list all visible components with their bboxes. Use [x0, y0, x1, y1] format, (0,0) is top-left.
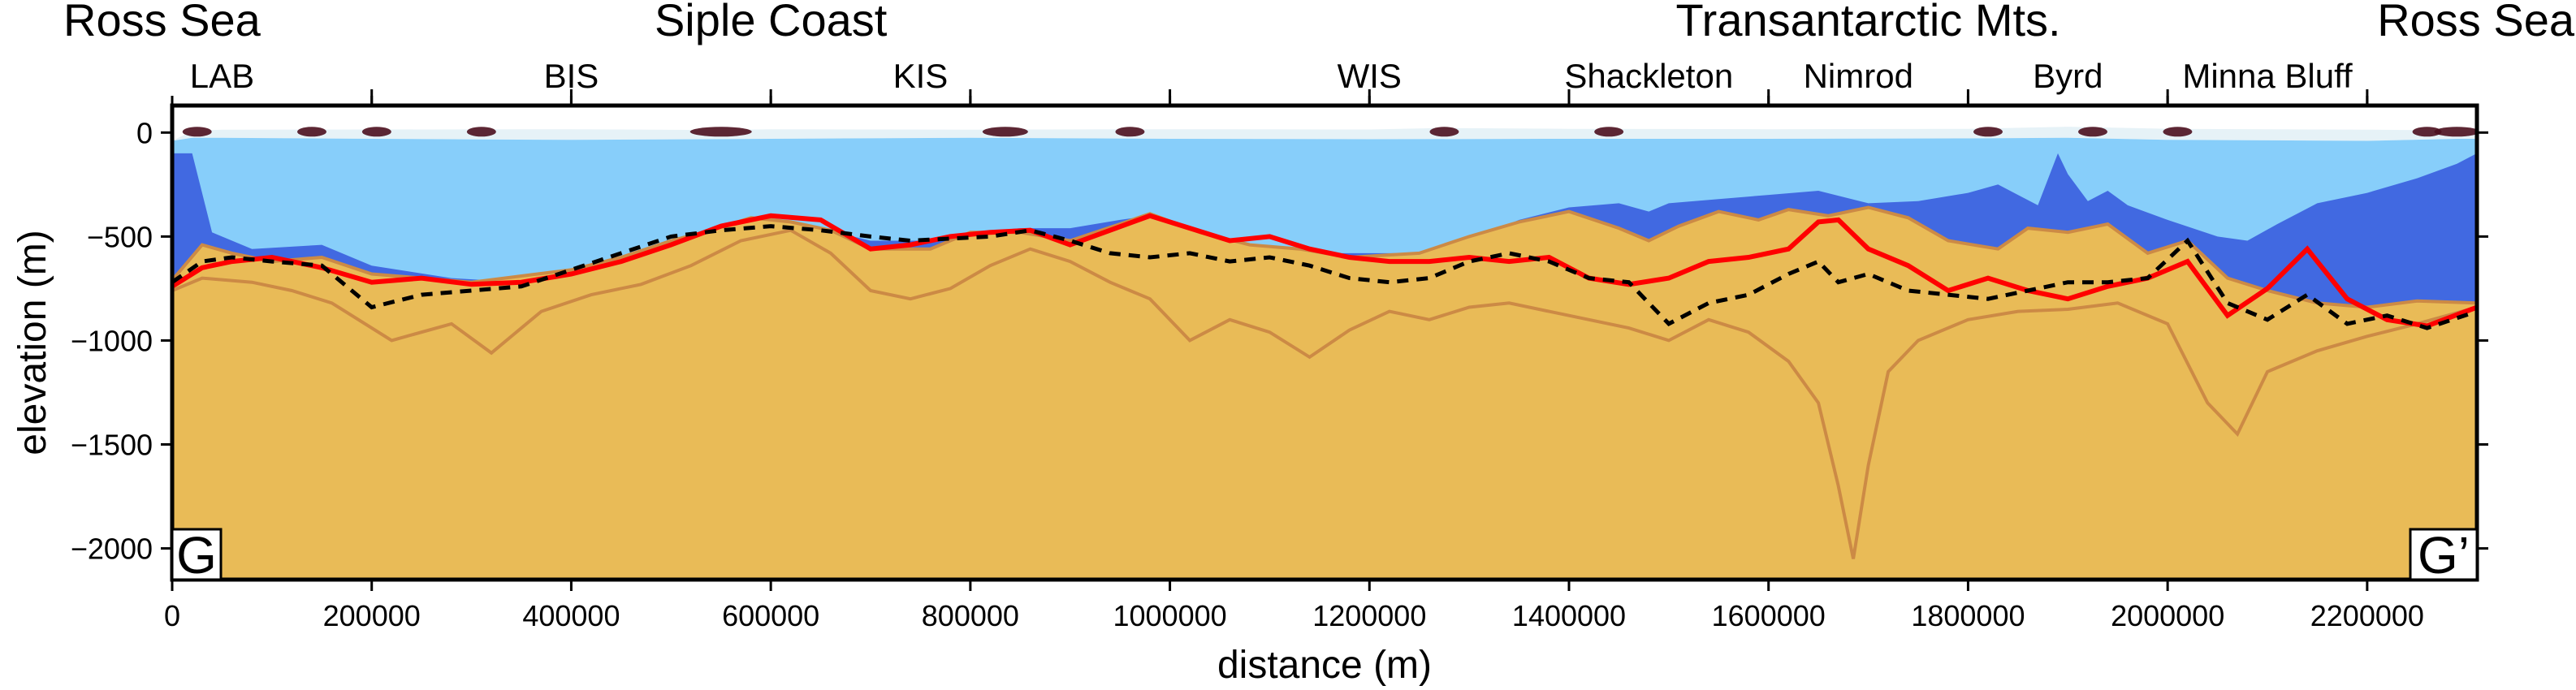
glacier-label-shackleton: Shackleton	[1564, 57, 1733, 95]
ice-surface-anomaly-7	[1429, 127, 1459, 137]
region-label-0: Ross Sea	[63, 0, 261, 45]
y-tick-label-0: 0	[136, 116, 153, 149]
profile-end-label-box: G’	[2409, 526, 2479, 584]
ice-surface-anomaly-5	[982, 127, 1028, 137]
ice-surface-anomaly-4	[689, 127, 752, 137]
x-axis-label: distance (m)	[1217, 644, 1432, 687]
profile-end-label: G’	[2418, 526, 2470, 584]
x-tick-label-4: 800000	[922, 599, 1019, 632]
glacier-label-minna-bluff: Minna Bluff	[2182, 57, 2353, 95]
ice-surface-anomaly-13	[2434, 127, 2477, 137]
x-tick-label-0: 0	[164, 599, 180, 632]
region-label-3: Ross Sea	[2377, 0, 2575, 45]
y-tick-label-1: −500	[87, 220, 153, 253]
glacier-label-byrd: Byrd	[2033, 57, 2103, 95]
profile-start-label: G	[176, 526, 217, 584]
y-tick-label-2: −1000	[71, 324, 153, 357]
bed-envelope-lower-line	[172, 228, 2477, 559]
x-tick-label-8: 1600000	[1712, 599, 1826, 632]
plot-layers	[172, 127, 2477, 580]
ice-surface-anomaly-10	[2078, 127, 2107, 137]
x-tick-label-10: 2000000	[2111, 599, 2224, 632]
x-axis: 0 200000 400000 600000 800000 1000000 1200000 1…	[164, 96, 2424, 632]
inversion-bed-line	[172, 213, 2477, 329]
profile-start-label-box: G	[171, 526, 223, 584]
x-tick-label-9: 1800000	[1911, 599, 2025, 632]
ice-surface-anomaly-9	[1973, 127, 2003, 137]
ice-surface-anomaly-2	[361, 127, 391, 137]
ice-surface-anomaly-3	[466, 127, 496, 137]
glacier-labels: LAB BIS KIS WIS Shackleton Nimrod Byrd Minna Bl…	[190, 57, 2353, 95]
ice-surface-anomaly-0	[182, 127, 212, 137]
region-label-2: Transantarctic Mts.	[1676, 0, 2061, 45]
x-tick-label-5: 1000000	[1113, 599, 1226, 632]
region-label-1: Siple Coast	[655, 0, 888, 45]
glacier-label-lab: LAB	[190, 57, 254, 95]
ice-surface-anomaly-8	[1594, 127, 1624, 137]
x-tick-label-1: 200000	[323, 599, 421, 632]
region-labels: Ross Sea Siple Coast Transantarctic Mts. Ro…	[63, 0, 2575, 45]
x-tick-label-7: 1400000	[1512, 599, 1626, 632]
ice-surface-anomaly-1	[297, 127, 326, 137]
glacier-label-wis: WIS	[1338, 57, 1402, 95]
y-axis: 0 −500 −1000 −1500 −2000	[71, 116, 2488, 566]
glacier-label-nimrod: Nimrod	[1804, 57, 1913, 95]
x-tick-label-6: 1200000	[1312, 599, 1426, 632]
y-axis-label: elevation (m)	[11, 230, 54, 455]
ice-surface-anomaly-11	[2163, 127, 2193, 137]
ice-surface-anomaly-6	[1115, 127, 1145, 137]
y-tick-label-4: −2000	[71, 533, 153, 566]
bed-area	[172, 207, 2477, 580]
plot-frame	[170, 103, 2479, 582]
glacier-label-kis: KIS	[893, 57, 949, 95]
x-tick-label-2: 400000	[522, 599, 620, 632]
x-tick-label-3: 600000	[722, 599, 819, 632]
y-tick-label-3: −1500	[71, 429, 153, 462]
glacier-label-bis: BIS	[544, 57, 599, 95]
ice-surface-anomaly-12	[2412, 127, 2442, 137]
x-tick-label-11: 2200000	[2310, 599, 2424, 632]
